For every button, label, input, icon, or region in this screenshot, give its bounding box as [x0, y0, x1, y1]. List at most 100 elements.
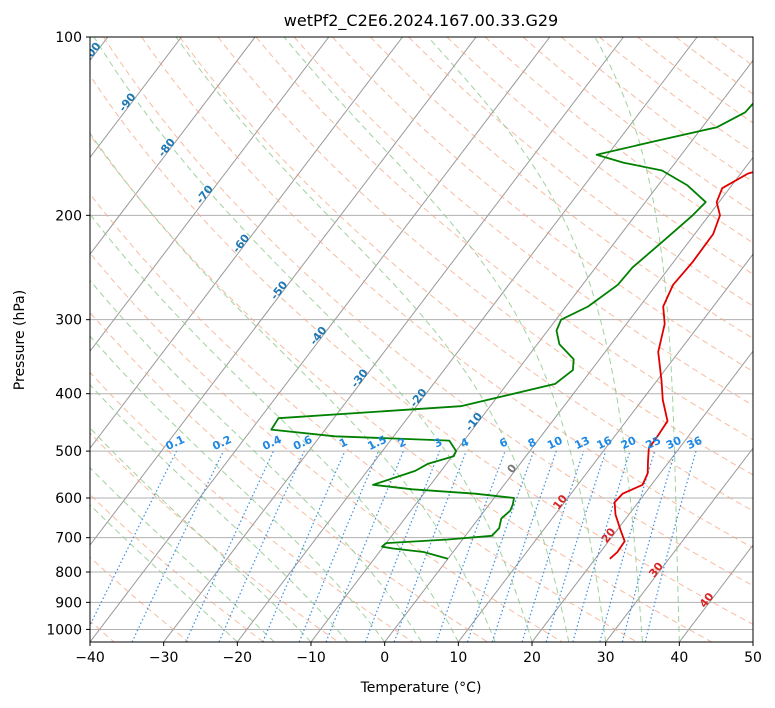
dry-adiabat-line	[293, 37, 753, 406]
isopleth-labels: 0.1 0.2 0.4 0.6 1 1.5 2 3 4 6 8 10 13 16 20 25 30 36-100-…	[90, 40, 717, 611]
dry-adiabat-line	[90, 134, 712, 642]
mixing-ratio-label: 16	[595, 434, 615, 452]
mixing-ratio-label: 36	[685, 434, 705, 452]
mixing-ratio-line	[393, 450, 467, 642]
moist-adiabat-line	[283, 37, 607, 642]
moist-adiabat-line	[90, 213, 459, 642]
mixing-ratio-label: 25	[644, 434, 663, 452]
isotherm-line	[90, 37, 477, 546]
mixing-ratio-label: 0.6	[291, 433, 314, 453]
y-tick-label: 600	[55, 491, 82, 507]
mixing-ratio-line	[644, 450, 697, 642]
x-tick-label: 50	[744, 650, 762, 666]
moist-adiabat-line	[90, 427, 312, 642]
isotherm-label: -20	[407, 386, 430, 410]
isotherm-line	[384, 156, 753, 642]
moist-adiabat-line	[427, 37, 643, 642]
isotherm-label: -70	[193, 182, 216, 206]
y-tick-label: 800	[55, 565, 82, 581]
dry-adiabat-line	[637, 37, 753, 124]
dry-adiabat-line	[484, 37, 753, 244]
dry-adiabat-line	[332, 37, 753, 373]
temperature-profile-line	[609, 171, 753, 560]
mixing-ratio-line	[298, 450, 380, 642]
isotherm-label: -80	[155, 136, 178, 160]
isotherm-label: -30	[348, 366, 371, 390]
y-tick-label: 200	[55, 208, 82, 224]
dry-adiabat-line	[103, 37, 753, 587]
dewpoint-profile-line	[270, 102, 753, 560]
dry-adiabat-line	[751, 37, 753, 39]
mixing-ratio-line	[90, 450, 178, 627]
y-tick-label: 400	[55, 387, 82, 403]
x-tick-label: 10	[449, 650, 467, 666]
moist-adiabat-line	[175, 37, 570, 642]
mixing-ratio-line	[491, 450, 557, 642]
dry-adiabat-line	[446, 37, 753, 275]
mixing-ratio-line	[572, 450, 631, 642]
isotherm-label: -90	[116, 90, 139, 114]
moist-adiabat-line	[90, 132, 496, 642]
y-tick-label: 700	[55, 531, 82, 547]
x-tick-label: 40	[670, 650, 688, 666]
dry-adiabat-line	[675, 37, 753, 95]
mixing-ratio-line	[621, 450, 676, 642]
mixing-ratio-label: 1.5	[366, 433, 389, 453]
plot-frame	[89, 36, 754, 643]
background-lines	[90, 37, 753, 642]
isotherm-line	[678, 544, 753, 642]
isotherm-label: 30	[646, 560, 666, 580]
moist-adiabat-line	[90, 279, 422, 642]
y-tick-label: 100	[55, 30, 82, 46]
dry-adiabat-line	[141, 37, 753, 549]
mixing-ratio-line	[218, 450, 305, 642]
dry-adiabat-line	[90, 252, 563, 642]
mixing-ratio-line	[325, 450, 404, 642]
mixing-ratio-line	[262, 450, 346, 642]
dry-adiabat-line	[90, 493, 264, 642]
y-tick-label: 1000	[46, 622, 82, 638]
y-tick-label: 500	[55, 444, 82, 460]
dry-adiabat-line	[179, 37, 753, 512]
isotherm-label: -40	[307, 324, 330, 348]
x-tick-label: −10	[296, 650, 326, 666]
x-tick-label: −30	[149, 650, 179, 666]
mixing-ratio-label: 13	[573, 434, 592, 452]
mixing-ratio-label: 0.2	[210, 433, 233, 453]
dry-adiabat-line	[217, 37, 753, 476]
dry-adiabat-line	[408, 37, 753, 307]
dry-adiabat-line	[90, 311, 488, 642]
mixing-ratio-line	[364, 450, 441, 642]
x-tick-label: −40	[75, 650, 105, 666]
mixing-ratio-line	[185, 450, 275, 642]
mixing-ratio-label: 10	[545, 434, 565, 452]
mixing-ratio-line	[599, 450, 656, 642]
mixing-ratio-label: 3	[432, 435, 444, 450]
x-tick-label: 0	[380, 650, 389, 666]
isotherm-label: -10	[463, 410, 486, 434]
dry-adiabat-line	[713, 37, 753, 67]
mixing-ratio-line	[466, 450, 535, 642]
dry-adiabat-line	[90, 371, 414, 642]
profile-series	[270, 102, 753, 560]
isotherm-label: 10	[550, 492, 570, 512]
y-tick-label: 900	[55, 595, 82, 611]
y-tick-label: 300	[55, 313, 82, 329]
x-axis-label: Temperature (°C)	[360, 680, 482, 696]
isotherm-line	[531, 350, 753, 642]
dry-adiabat-line	[90, 74, 753, 625]
moist-adiabat-line	[90, 467, 275, 642]
isotherm-line	[90, 37, 182, 159]
dry-adiabat-line	[90, 193, 638, 642]
moist-adiabat-line	[93, 37, 533, 642]
mixing-ratio-label: 20	[619, 434, 639, 452]
isotherm-label: 20	[599, 525, 619, 545]
moist-adiabat-line	[594, 37, 680, 642]
chart-title: wetPf2_C2E6.2024.167.00.33.G29	[284, 11, 558, 31]
dry-adiabat-line	[90, 556, 190, 642]
isotherm-line	[90, 37, 551, 642]
isotherm-label: 0	[504, 461, 519, 475]
y-axis-label: Pressure (hPa)	[12, 290, 28, 390]
